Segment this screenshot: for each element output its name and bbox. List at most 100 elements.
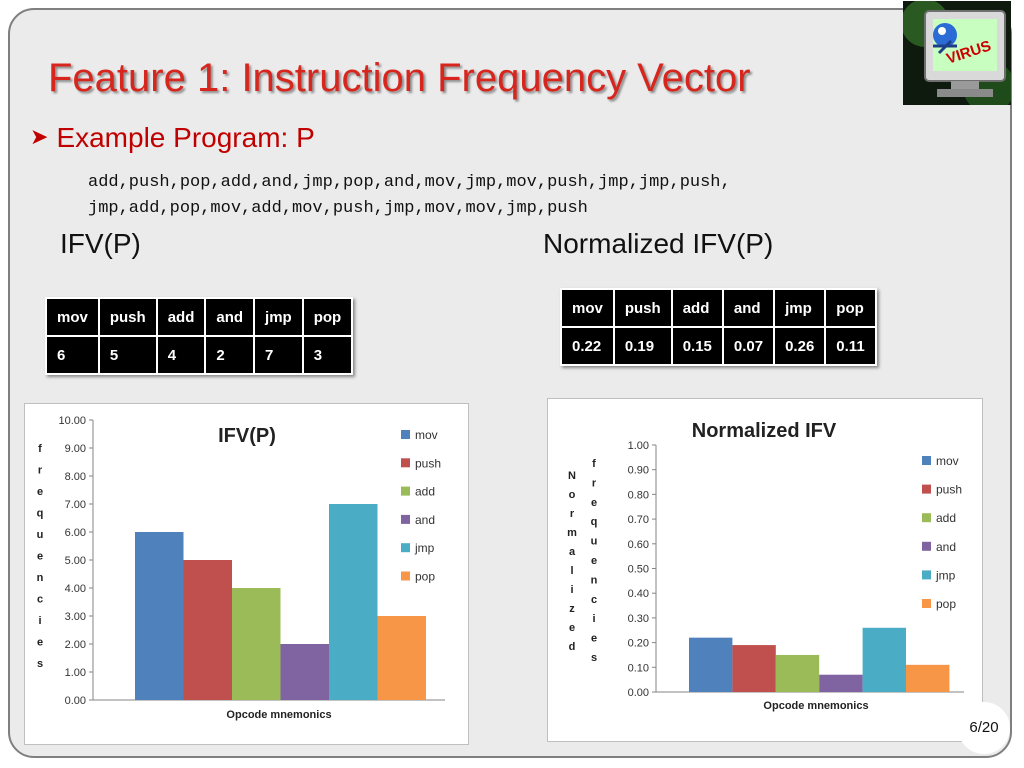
y-tick-label: 0.70 (628, 514, 649, 526)
bar-jmp (862, 627, 906, 692)
table-cell: 0.26 (775, 328, 825, 364)
normalized-ifv-chart: Normalized IFV 0.00 0.10 0.20 0.30 0.40 0.50 0.… (547, 398, 983, 742)
y-tick-label: 1.00 (628, 440, 649, 452)
y-axis-label-letter: l (570, 565, 573, 577)
legend-swatch-add (401, 486, 410, 496)
table-cell: 0.15 (672, 328, 722, 364)
table-header-cell: mov (47, 299, 98, 335)
legend-swatch-and (922, 541, 931, 551)
legend-swatch-jmp (401, 543, 410, 553)
bar-mov (689, 637, 733, 692)
y-tick-label: 5.00 (65, 555, 86, 567)
table-cell: 0.11 (826, 328, 875, 364)
table-header-cell: pop (303, 299, 352, 335)
table-header-cell: push (99, 299, 156, 335)
y-axis-label-letter: s (591, 652, 597, 664)
page-number: 6/20 (958, 702, 1010, 754)
y-tick-label: 9.00 (65, 443, 86, 455)
legend-swatch-push (922, 484, 931, 494)
bullet-arrow-icon: ➤ (30, 124, 49, 149)
table-cell: 0.22 (562, 328, 613, 364)
table-header-row: mov push add and jmp pop (47, 299, 352, 335)
y-axis-label-letter: r (38, 465, 43, 477)
bullet-text: Example Program: P (56, 122, 315, 153)
bar-jmp (329, 504, 378, 700)
y-tick-label: 7.00 (65, 499, 86, 511)
ifv-chart-svg: IFV(P) 0.00 1.00 2.00 3.00 4.00 5.00 6.00 7.00 8.… (37, 415, 445, 721)
y-axis-label-letter: u (591, 536, 598, 548)
legend-swatch-add (922, 513, 931, 523)
y-axis-label-letter: e (37, 637, 43, 649)
ifv-chart: IFV(P) 0.00 1.00 2.00 3.00 4.00 5.00 6.00 7.00 8.… (24, 403, 469, 745)
y-tick-label: 1.00 (65, 667, 86, 679)
legend-label-push: push (936, 483, 962, 497)
y-tick-label: 8.00 (65, 471, 86, 483)
y-tick-label: 10.00 (58, 415, 86, 427)
program-listing: add,push,pop,add,and,jmp,pop,and,mov,jmp… (88, 170, 731, 222)
y-tick-label: 2.00 (65, 639, 86, 651)
bullet-item: ➤ Example Program: P (30, 122, 315, 154)
legend-label-and: and (415, 513, 435, 527)
virus-logo: VIRUS (903, 1, 1011, 105)
bar-pop (377, 616, 426, 700)
table-header-cell: and (723, 290, 774, 326)
y-tick-label: 6.00 (65, 527, 86, 539)
y-axis-label-letter: n (37, 572, 44, 584)
table-row: 6 5 4 2 7 3 (47, 337, 352, 373)
y-axis-label-letter: s (37, 658, 43, 670)
y-axis-label-letter: a (569, 546, 576, 558)
table-cell: 7 (255, 337, 302, 373)
legend-swatch-jmp (922, 570, 931, 580)
table-header-cell: mov (562, 290, 613, 326)
normalized-ifv-heading: Normalized IFV(P) (543, 228, 774, 259)
y-axis-label-letter: n (591, 574, 598, 586)
ifv-table: mov push add and jmp pop 6 5 4 2 7 3 (45, 297, 354, 375)
table-cell: 2 (206, 337, 254, 373)
y-axis-label-letter: f (38, 443, 42, 455)
legend-label-pop: pop (936, 597, 956, 611)
x-axis-label: Opcode mnemonics (763, 700, 868, 712)
y-axis-label-letter: i (570, 584, 573, 596)
chart-title: IFV(P) (218, 425, 276, 447)
y-axis-label-letter: m (567, 527, 577, 539)
legend-swatch-and (401, 514, 410, 524)
legend-label-add: add (936, 511, 956, 525)
chart-title: Normalized IFV (692, 420, 837, 442)
table-cell: 0.07 (723, 328, 774, 364)
y-tick-label: 0.90 (628, 465, 649, 477)
y-axis-label-letter: q (37, 508, 44, 520)
y-axis-label-letter: z (569, 603, 575, 615)
table-cell: 4 (157, 337, 205, 373)
y-tick-label: 0.40 (628, 588, 649, 600)
y-tick-label: 0.80 (628, 489, 649, 501)
y-axis-label-letter: o (569, 489, 576, 501)
y-axis-label-letter: f (592, 458, 596, 470)
table-cell: 5 (99, 337, 156, 373)
table-header-cell: add (157, 299, 205, 335)
legend-swatch-mov (922, 456, 931, 465)
ifv-heading: IFV(P) (60, 228, 141, 259)
y-axis-label-letter: d (569, 641, 576, 653)
y-tick-label: 0.60 (628, 539, 649, 551)
bar-and (280, 644, 329, 700)
y-axis-label-letter: e (591, 633, 597, 645)
legend-label-jmp: jmp (414, 541, 435, 555)
bar-mov (135, 532, 184, 700)
y-tick-label: 0.20 (628, 638, 649, 650)
legend-label-push: push (415, 456, 441, 470)
y-tick-label: 4.00 (65, 583, 86, 595)
legend-label-mov: mov (936, 454, 959, 468)
y-axis-label-letter: e (591, 497, 597, 509)
legend-label-mov: mov (415, 428, 438, 442)
table-header-cell: add (672, 290, 722, 326)
bar-push (183, 560, 232, 700)
table-header-row: mov push add and jmp pop (562, 290, 875, 326)
legend-swatch-pop (401, 571, 410, 581)
y-axis-label-letter: e (37, 486, 43, 498)
table-row: 0.22 0.19 0.15 0.07 0.26 0.11 (562, 328, 875, 364)
table-cell: 3 (303, 337, 352, 373)
table-header-cell: and (206, 299, 254, 335)
y-axis-label-letter: e (569, 622, 575, 634)
bar-add (232, 588, 281, 700)
normalized-ifv-table: mov push add and jmp pop 0.22 0.19 0.15 … (560, 288, 877, 366)
